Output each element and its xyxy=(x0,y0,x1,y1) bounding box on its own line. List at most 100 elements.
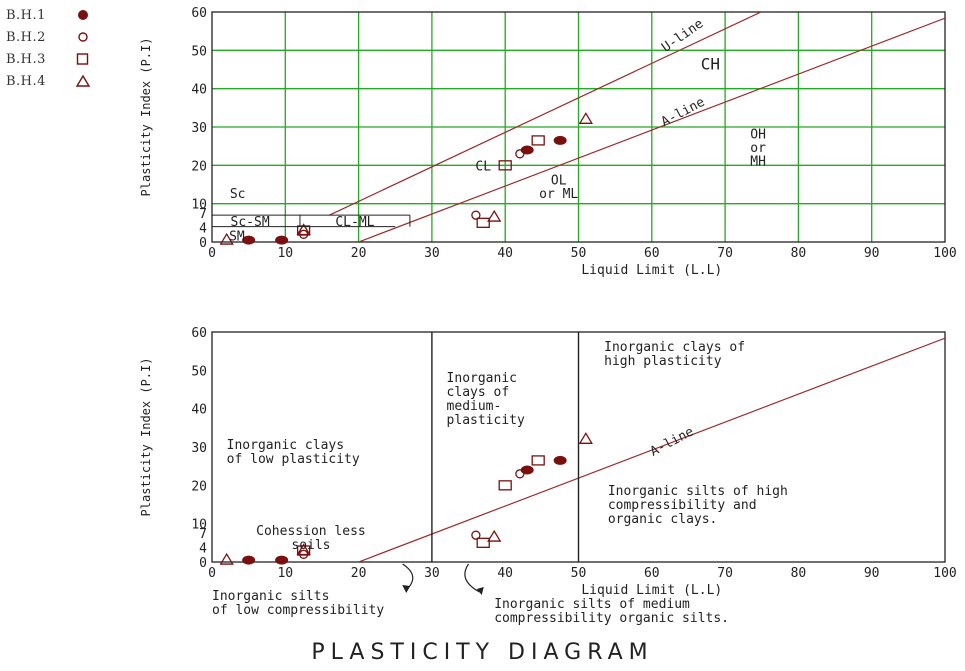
x-tick-label: 10 xyxy=(277,566,293,581)
y-tick-label: 40 xyxy=(191,83,207,98)
x-tick-label: 60 xyxy=(644,566,660,581)
x-axis-label: Liquid Limit (L.L) xyxy=(581,263,722,278)
legend-item-bh3: B.H.3 xyxy=(6,48,116,70)
legend-label: B.H.4 xyxy=(6,73,46,89)
triangle-marker-icon xyxy=(75,74,91,87)
filled-circle-marker-icon xyxy=(78,10,88,20)
y-tick-label: 10 xyxy=(191,518,207,533)
y-tick-label: 50 xyxy=(191,44,207,59)
ch-zone-label: CH xyxy=(701,55,720,74)
x-tick-label: 50 xyxy=(571,566,587,581)
legend-label: B.H.2 xyxy=(6,29,46,45)
data-point-bh1 xyxy=(553,135,567,145)
arrow-head-medium-compressibility xyxy=(476,587,484,595)
square-marker-icon xyxy=(76,53,89,65)
a-line-label: A-line xyxy=(659,95,708,130)
zone-label-medium-compressibility: compressibility organic silts. xyxy=(494,611,729,626)
legend-item-bh2: B.H.2 xyxy=(6,26,116,48)
data-point-bh4 xyxy=(578,432,593,444)
x-tick-label: 40 xyxy=(497,246,513,261)
x-tick-label: 70 xyxy=(717,566,733,581)
plot-area xyxy=(358,337,945,562)
a-line-label: A-line xyxy=(648,424,697,459)
y-tick-label: 7 xyxy=(199,207,207,222)
data-point-bh2 xyxy=(471,530,481,540)
cl-zone-label: CL xyxy=(475,159,491,174)
legend-label: B.H.1 xyxy=(6,7,46,23)
data-point-bh1 xyxy=(242,235,256,245)
y-tick-label: 30 xyxy=(191,121,207,136)
zone-label-low-plasticity: of low plasticity xyxy=(227,452,360,467)
u-line-label: U-line xyxy=(659,16,706,55)
zone-label-high-plasticity: high plasticity xyxy=(604,354,722,369)
zone-label-medium-plasticity: medium- xyxy=(447,399,502,414)
legend-label: B.H.3 xyxy=(6,51,46,67)
x-tick-label: 80 xyxy=(791,566,807,581)
y-axis-label: Plasticity Index (P.I) xyxy=(139,38,153,197)
zone-label-medium-plasticity: clays of xyxy=(447,385,510,400)
oh-or-label: or xyxy=(750,141,766,156)
y-tick-label: 60 xyxy=(191,326,207,341)
circle-marker-icon xyxy=(78,32,88,42)
data-point-bh3 xyxy=(531,455,545,466)
casagrande-chart: 0 10 20 30 40 50 60 70 80 90 100047102030405060Liq… xyxy=(139,6,957,278)
x-tick-label: 60 xyxy=(644,246,660,261)
y-tick-label: 20 xyxy=(191,479,207,494)
soil-zone-chart: 0 10 20 30 40 50 60 70 80 90 100047102030405060Liq… xyxy=(139,326,957,626)
data-point-bh3 xyxy=(531,135,545,146)
y-tick-label: 4 xyxy=(199,542,207,557)
a-line-line xyxy=(358,337,945,562)
zone-label-high-compressibility: compressibility and xyxy=(608,498,757,513)
arrow-head-low-compressibility xyxy=(402,585,411,593)
x-tick-label: 100 xyxy=(933,566,956,581)
x-tick-label: 100 xyxy=(933,246,956,261)
plasticity-chart-canvas: 0 10 20 30 40 50 60 70 80 90 100047102030405060Liq… xyxy=(139,6,957,626)
legend-item-bh4: B.H.4 xyxy=(6,70,116,92)
x-tick-label: 80 xyxy=(791,246,807,261)
zone-label-medium-plasticity: Inorganic xyxy=(447,371,517,386)
data-point-bh2 xyxy=(515,469,525,479)
zone-label-high-plasticity: Inorganic clays of xyxy=(604,340,745,355)
zone-label-high-compressibility: organic clays. xyxy=(608,512,718,527)
x-tick-label: 70 xyxy=(717,246,733,261)
zone-label-cohesionless: Cohession less xyxy=(256,524,366,539)
y-tick-label: 60 xyxy=(191,6,207,21)
y-tick-label: 50 xyxy=(191,364,207,379)
mh-zone-label: MH xyxy=(750,155,766,170)
x-tick-label: 90 xyxy=(864,246,880,261)
y-tick-label: 30 xyxy=(191,441,207,456)
sc-sm-zone-label: Sc-SM xyxy=(231,215,270,230)
y-tick-label: 20 xyxy=(191,159,207,174)
y-tick-label: 0 xyxy=(199,236,207,251)
legend-item-bh1: B.H.1 xyxy=(6,4,116,26)
data-point-bh4 xyxy=(578,112,593,124)
data-point-bh2 xyxy=(515,149,525,159)
zone-label-low-compressibility: Inorganic silts xyxy=(212,589,329,604)
x-tick-label: 30 xyxy=(424,566,440,581)
legend: B.H.1 B.H.2 B.H.3 B.H.4 xyxy=(6,4,116,92)
zone-label-low-compressibility: of low compressibility xyxy=(212,603,384,618)
x-tick-label: 20 xyxy=(351,566,367,581)
data-point-bh3 xyxy=(476,217,490,228)
x-tick-label: 10 xyxy=(277,246,293,261)
diagram-title: PLASTICITY DIAGRAM xyxy=(311,640,654,665)
y-tick-label: 40 xyxy=(191,403,207,418)
data-point-bh4 xyxy=(219,552,234,565)
cl-ml-zone-label: CL-ML xyxy=(335,215,374,230)
x-tick-label: 0 xyxy=(208,246,216,261)
zone-label-medium-compressibility: Inorganic silts of medium xyxy=(494,597,690,612)
y-tick-label: 7 xyxy=(199,527,207,542)
plot-frame xyxy=(211,11,946,243)
data-point-bh1 xyxy=(520,465,534,475)
x-tick-label: 0 xyxy=(208,566,216,581)
y-axis-label: Plasticity Index (P.I) xyxy=(139,358,153,517)
x-tick-label: 50 xyxy=(571,246,587,261)
x-axis-label: Liquid Limit (L.L) xyxy=(581,583,722,598)
data-point-bh3 xyxy=(498,480,512,491)
data-point-bh1 xyxy=(520,145,534,155)
data-point-bh3 xyxy=(476,537,490,548)
sm-zone-label: SM xyxy=(229,229,245,244)
x-tick-label: 40 xyxy=(497,566,513,581)
zone-label-medium-plasticity: plasticity xyxy=(447,413,525,428)
zone-label-cohesionless: soils xyxy=(291,538,330,553)
